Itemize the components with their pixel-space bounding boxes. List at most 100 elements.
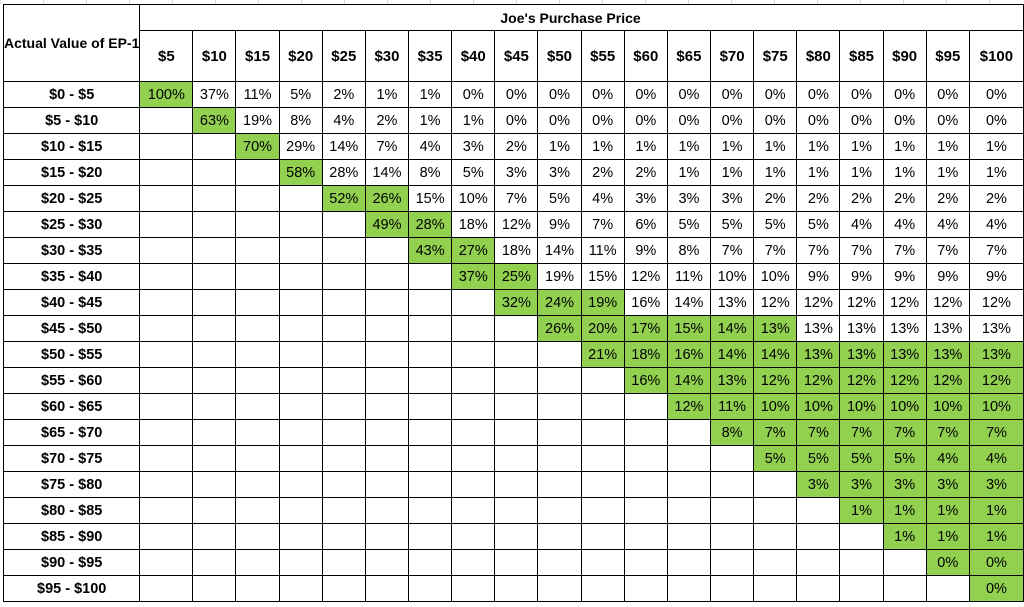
- value-cell[interactable]: 14%: [710, 341, 755, 368]
- value-cell[interactable]: 13%: [839, 341, 884, 368]
- value-cell[interactable]: 4%: [968, 211, 1024, 238]
- value-cell[interactable]: 7%: [925, 237, 970, 264]
- value-cell[interactable]: 1%: [666, 159, 712, 186]
- value-cell[interactable]: 7%: [839, 419, 884, 446]
- value-cell[interactable]: 7%: [796, 237, 841, 264]
- value-cell[interactable]: 7%: [494, 185, 539, 212]
- value-cell[interactable]: 11%: [666, 263, 712, 290]
- value-cell[interactable]: 21%: [580, 341, 625, 368]
- empty-cell[interactable]: [796, 497, 841, 524]
- row-header[interactable]: $75 - $80: [2, 471, 141, 498]
- column-header[interactable]: $95: [925, 30, 970, 82]
- value-cell[interactable]: 13%: [710, 367, 755, 394]
- value-cell[interactable]: 3%: [623, 185, 668, 212]
- column-header[interactable]: $100: [968, 30, 1024, 82]
- value-cell[interactable]: 5%: [882, 445, 927, 472]
- empty-cell[interactable]: [278, 315, 323, 342]
- value-cell[interactable]: 1%: [580, 133, 625, 160]
- empty-cell[interactable]: [321, 497, 366, 524]
- value-cell[interactable]: 2%: [364, 107, 410, 134]
- value-cell[interactable]: 9%: [968, 263, 1024, 290]
- row-header[interactable]: $20 - $25: [2, 185, 141, 212]
- empty-cell[interactable]: [192, 263, 237, 290]
- column-header[interactable]: $70: [710, 30, 755, 82]
- value-cell[interactable]: 1%: [796, 133, 841, 160]
- value-cell[interactable]: 0%: [494, 81, 539, 108]
- column-header[interactable]: $30: [364, 30, 410, 82]
- value-cell[interactable]: 1%: [882, 159, 927, 186]
- value-cell[interactable]: 0%: [623, 107, 668, 134]
- value-cell[interactable]: 1%: [666, 133, 712, 160]
- empty-cell[interactable]: [192, 549, 237, 576]
- empty-cell[interactable]: [321, 263, 366, 290]
- value-cell[interactable]: 1%: [710, 159, 755, 186]
- value-cell[interactable]: 1%: [408, 107, 453, 134]
- empty-cell[interactable]: [278, 497, 323, 524]
- row-header[interactable]: $15 - $20: [2, 159, 141, 186]
- empty-cell[interactable]: [408, 263, 453, 290]
- empty-cell[interactable]: [710, 575, 755, 602]
- empty-cell[interactable]: [580, 575, 625, 602]
- value-cell[interactable]: 1%: [882, 523, 927, 550]
- value-cell[interactable]: 13%: [753, 315, 798, 342]
- value-cell[interactable]: 0%: [494, 107, 539, 134]
- value-cell[interactable]: 19%: [580, 289, 625, 316]
- value-cell[interactable]: 26%: [364, 185, 410, 212]
- empty-cell[interactable]: [192, 393, 237, 420]
- row-header[interactable]: $50 - $55: [2, 341, 141, 368]
- column-header[interactable]: $15: [235, 30, 280, 82]
- empty-cell[interactable]: [537, 523, 582, 550]
- empty-cell[interactable]: [451, 393, 496, 420]
- empty-cell[interactable]: [364, 419, 410, 446]
- empty-cell[interactable]: [364, 471, 410, 498]
- value-cell[interactable]: 28%: [408, 211, 453, 238]
- value-cell[interactable]: 4%: [839, 211, 884, 238]
- empty-cell[interactable]: [192, 211, 237, 238]
- value-cell[interactable]: 12%: [968, 367, 1024, 394]
- value-cell[interactable]: 9%: [623, 237, 668, 264]
- empty-cell[interactable]: [321, 575, 366, 602]
- empty-cell[interactable]: [580, 445, 625, 472]
- value-cell[interactable]: 1%: [451, 107, 496, 134]
- empty-cell[interactable]: [139, 237, 194, 264]
- empty-cell[interactable]: [710, 497, 755, 524]
- empty-cell[interactable]: [192, 185, 237, 212]
- empty-cell[interactable]: [408, 419, 453, 446]
- empty-cell[interactable]: [235, 237, 280, 264]
- empty-cell[interactable]: [235, 393, 280, 420]
- empty-cell[interactable]: [192, 133, 237, 160]
- empty-cell[interactable]: [408, 549, 453, 576]
- value-cell[interactable]: 3%: [882, 471, 927, 498]
- value-cell[interactable]: 3%: [925, 471, 970, 498]
- value-cell[interactable]: 32%: [494, 289, 539, 316]
- empty-cell[interactable]: [139, 419, 194, 446]
- empty-cell[interactable]: [580, 523, 625, 550]
- empty-cell[interactable]: [139, 575, 194, 602]
- value-cell[interactable]: 12%: [753, 289, 798, 316]
- value-cell[interactable]: 7%: [796, 419, 841, 446]
- empty-cell[interactable]: [796, 549, 841, 576]
- value-cell[interactable]: 3%: [710, 185, 755, 212]
- value-cell[interactable]: 20%: [580, 315, 625, 342]
- empty-cell[interactable]: [494, 549, 539, 576]
- empty-cell[interactable]: [278, 445, 323, 472]
- value-cell[interactable]: 13%: [796, 315, 841, 342]
- value-cell[interactable]: 12%: [839, 367, 884, 394]
- value-cell[interactable]: 0%: [623, 81, 668, 108]
- empty-cell[interactable]: [278, 471, 323, 498]
- value-cell[interactable]: 4%: [580, 185, 625, 212]
- empty-cell[interactable]: [235, 211, 280, 238]
- value-cell[interactable]: 12%: [623, 263, 668, 290]
- value-cell[interactable]: 13%: [796, 341, 841, 368]
- value-cell[interactable]: 7%: [925, 419, 970, 446]
- empty-cell[interactable]: [537, 419, 582, 446]
- column-header[interactable]: $55: [580, 30, 625, 82]
- value-cell[interactable]: 1%: [408, 81, 453, 108]
- value-cell[interactable]: 0%: [925, 107, 970, 134]
- value-cell[interactable]: 16%: [623, 289, 668, 316]
- value-cell[interactable]: 24%: [537, 289, 582, 316]
- empty-cell[interactable]: [192, 341, 237, 368]
- empty-cell[interactable]: [235, 523, 280, 550]
- row-header[interactable]: $85 - $90: [2, 523, 141, 550]
- empty-cell[interactable]: [666, 471, 712, 498]
